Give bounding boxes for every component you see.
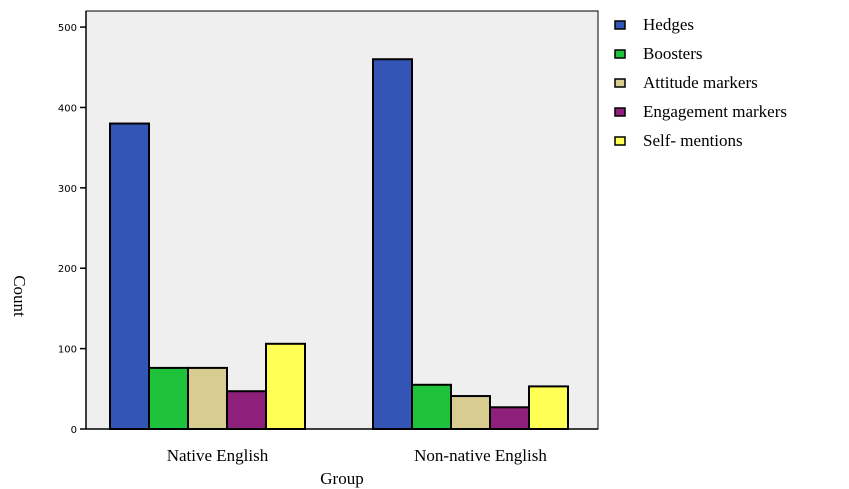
x-axis-title: Group (320, 469, 363, 488)
y-tick-label: 100 (58, 345, 77, 356)
y-axis-title: Count (10, 275, 29, 317)
legend-swatch (614, 136, 626, 146)
y-ticks: 0 100 200 300 400 500 (58, 23, 86, 436)
bar (450, 395, 491, 430)
x-category-label: Native English (167, 446, 269, 465)
legend-label: Boosters (643, 44, 703, 63)
legend-swatch (614, 107, 626, 117)
y-tick-label: 0 (71, 425, 77, 436)
plot-area (85, 10, 599, 430)
y-tick-label: 200 (58, 264, 77, 275)
bars-group (109, 58, 569, 431)
x-category-labels: Native English Non-native English (167, 446, 548, 465)
y-tick-label: 400 (58, 103, 77, 114)
y-tick-label: 500 (58, 23, 77, 34)
legend-label: Self- mentions (643, 131, 743, 150)
bar (411, 383, 452, 430)
bar (265, 342, 306, 430)
legend-label: Attitude markers (643, 73, 758, 92)
bar (528, 385, 569, 430)
bar (372, 58, 413, 430)
bar (148, 366, 189, 430)
legend-label: Engagement markers (643, 102, 787, 121)
legend: Hedges Boosters Attitude markers Engagement… (614, 15, 787, 150)
bar (109, 122, 150, 431)
legend-swatch (614, 20, 626, 30)
bar (187, 366, 228, 430)
bar (489, 406, 530, 430)
bar (226, 390, 267, 431)
legend-swatch (614, 78, 626, 88)
legend-swatch (614, 49, 626, 59)
y-tick-label: 300 (58, 184, 77, 195)
legend-label: Hedges (643, 15, 694, 34)
x-category-label: Non-native English (414, 446, 547, 465)
